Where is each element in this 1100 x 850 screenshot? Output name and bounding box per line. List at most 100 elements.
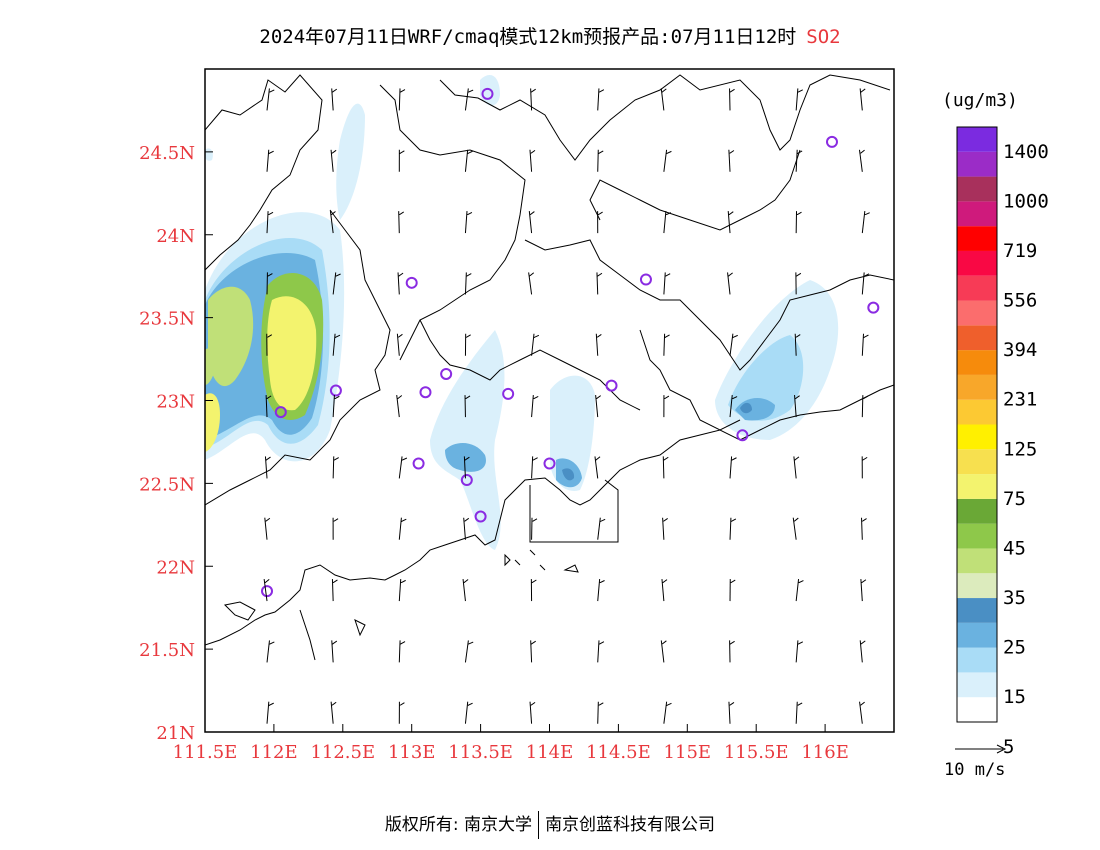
wind-arrow xyxy=(331,579,333,602)
wind-arrow xyxy=(597,517,601,540)
wind-arrow xyxy=(396,395,400,418)
wind-arrow xyxy=(859,701,863,724)
lon-tick-label: 115.5E xyxy=(724,742,789,763)
station-marker xyxy=(412,457,425,470)
wind-arrow xyxy=(266,149,269,172)
wind-arrow xyxy=(860,579,862,602)
legend-label: 75 xyxy=(1003,488,1026,510)
station-marker xyxy=(867,301,880,314)
station-marker xyxy=(605,379,618,392)
wind-arrow xyxy=(858,149,862,172)
legend-label: 1000 xyxy=(1003,190,1049,212)
legend-label: 35 xyxy=(1003,587,1026,609)
wind-arrow xyxy=(462,579,465,602)
wind-arrow xyxy=(795,88,798,111)
wind-arrow xyxy=(663,211,666,234)
legend-swatch xyxy=(957,523,997,549)
lon-tick-label: 113.5E xyxy=(448,742,513,763)
wind-arrow xyxy=(265,395,267,418)
wind-arrow xyxy=(729,333,733,356)
legend-label: 15 xyxy=(1003,686,1026,708)
legend-swatch xyxy=(957,598,997,623)
lat-tick-label: 21.5N xyxy=(139,640,195,661)
map-title: 2024年07月11日WRF/cmaq模式12km预报产品:07月11日12时 S… xyxy=(0,22,1100,49)
lat-tick-label: 23.5N xyxy=(139,309,195,330)
wind-arrow xyxy=(661,579,664,602)
wind-arrow xyxy=(859,88,862,111)
station-marker xyxy=(460,474,473,487)
plot-area xyxy=(205,74,894,724)
legend-swatch xyxy=(957,151,997,177)
wind-arrow xyxy=(861,272,864,295)
lat-tick-label: 23N xyxy=(156,392,195,413)
legend-swatch xyxy=(957,350,997,375)
lon-tick-label: 114E xyxy=(526,742,574,763)
wind-arrow xyxy=(597,640,599,663)
legend-label: 719 xyxy=(1003,240,1037,262)
wind-arrow xyxy=(463,456,465,479)
legend-swatch xyxy=(957,300,997,326)
wind-arrow xyxy=(597,579,600,602)
wind-arrow xyxy=(660,640,664,663)
legend-swatch xyxy=(957,622,997,648)
lon-tick-label: 112.5E xyxy=(310,742,375,763)
wind-arrow xyxy=(794,333,796,356)
wind-arrow xyxy=(264,517,267,540)
wind-arrow xyxy=(597,149,599,172)
wind-arrow xyxy=(728,149,730,172)
legend-swatch xyxy=(957,226,997,251)
legend-frame xyxy=(956,126,998,723)
wind-arrow xyxy=(463,517,466,540)
legend-label: 556 xyxy=(1003,290,1037,312)
wind-arrow xyxy=(332,272,336,295)
wind-arrow xyxy=(464,149,467,172)
legend-label: 45 xyxy=(1003,537,1026,559)
legend-swatch xyxy=(957,449,997,475)
lon-tick-label: 112E xyxy=(250,742,298,763)
legend-swatch xyxy=(957,474,997,499)
station-marker xyxy=(274,406,287,419)
wind-arrow xyxy=(398,211,400,234)
lon-tick-label: 113E xyxy=(388,742,436,763)
lat-tick-label: 22N xyxy=(156,557,195,578)
longitude-axis: 111.5E 112E 112.5E 113E 113.5E 114E 114.5E 115E… xyxy=(173,724,849,763)
wind-arrow xyxy=(663,701,667,724)
wind-arrow xyxy=(594,456,598,479)
wind-arrow xyxy=(398,517,401,540)
legend-swatch xyxy=(957,127,997,152)
legend-swatch xyxy=(957,374,997,400)
station-marker xyxy=(639,273,652,286)
legend-label: 231 xyxy=(1003,389,1037,411)
station-marker xyxy=(440,367,453,380)
wind-arrow xyxy=(464,640,468,663)
wind-arrow xyxy=(794,395,797,418)
wind-arrow xyxy=(464,272,466,295)
wind-arrow xyxy=(398,88,400,111)
wind-reference-label: 10 m/s xyxy=(944,760,1006,780)
legend-label: 394 xyxy=(1003,339,1037,361)
wind-arrow xyxy=(861,211,865,234)
lat-tick-label: 24N xyxy=(156,226,195,247)
wind-arrow xyxy=(597,88,599,111)
wind-arrow xyxy=(531,333,534,356)
legend-swatch xyxy=(957,399,997,425)
province-boundaries xyxy=(205,74,894,506)
legend-swatch xyxy=(957,672,997,698)
title-main: 2024年07月11日WRF/cmaq模式12km预报产品:07月11日12时 xyxy=(259,26,797,48)
station-marker xyxy=(261,585,274,598)
wind-arrow xyxy=(332,333,335,356)
wind-arrow xyxy=(266,211,268,234)
wind-arrow xyxy=(397,272,399,295)
lat-tick-label: 21N xyxy=(156,723,195,744)
legend-unit: (ug/m3) xyxy=(942,90,1018,111)
footer-copyright: 版权所有: 南京大学 xyxy=(384,815,533,835)
wind-vectors xyxy=(263,88,865,724)
legend-swatch xyxy=(957,325,997,351)
wind-arrow xyxy=(727,272,730,295)
wind-arrow xyxy=(330,701,333,724)
wind-arrow xyxy=(330,149,333,172)
monitoring-stations xyxy=(261,87,880,598)
wind-arrow xyxy=(398,579,400,602)
wind-arrow xyxy=(331,640,333,663)
